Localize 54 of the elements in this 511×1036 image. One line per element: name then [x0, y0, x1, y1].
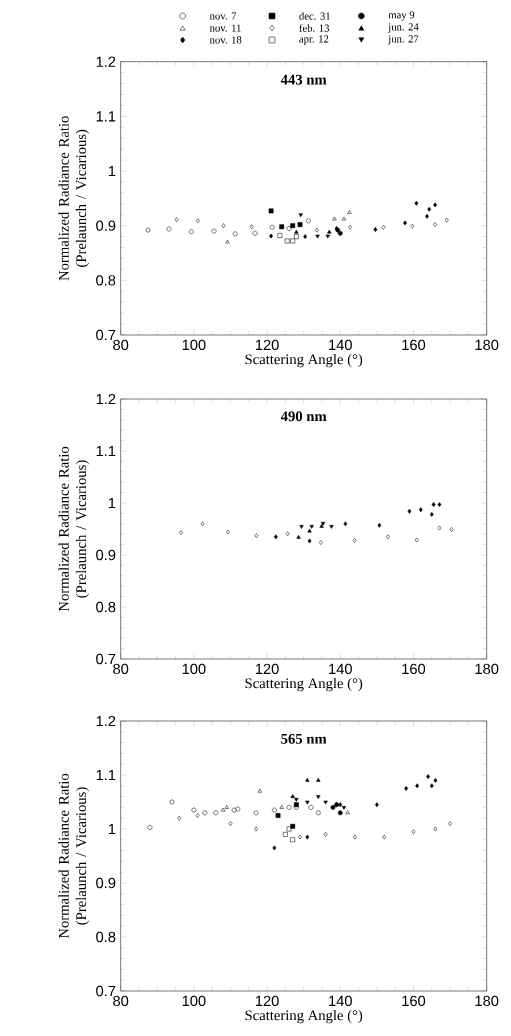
y-tick-label: 1.1	[96, 769, 116, 781]
y-axis-title: Normalized Radiance Ratio (Prelaunch / Vicarious)	[58, 446, 90, 612]
x-tick-label: 80	[113, 995, 129, 1007]
y-tick-label: 0.7	[96, 985, 116, 997]
x-axis-title: Scattering Angle (°)	[245, 677, 363, 692]
text: 443 nm	[280, 74, 327, 85]
x-tick-label: 180	[475, 995, 499, 1007]
legend-label: may 9	[388, 11, 415, 21]
x-tick-label: 100	[182, 339, 206, 351]
legend-label: nov. 7	[209, 12, 237, 20]
y-tick-label: 0.9	[96, 549, 116, 561]
x-tick-label: 180	[475, 339, 499, 351]
y-tick-label: 1.2	[96, 393, 116, 405]
x-tick-label: 180	[475, 663, 499, 675]
y-tick-label: 1	[108, 497, 116, 509]
y-tick-label: 1	[108, 823, 116, 835]
x-axis-title: Scattering Angle (°)	[245, 1009, 363, 1024]
x-axis-title: Scattering Angle (°)	[245, 353, 363, 368]
y-tick-label: 0.8	[96, 601, 116, 613]
x-tick-label: 120	[255, 339, 279, 351]
legend-label: jun. 24	[387, 23, 419, 33]
y-tick-label: 0.8	[96, 931, 116, 943]
y-tick-label: 0.8	[96, 275, 116, 286]
x-tick-label: 140	[329, 995, 352, 1007]
legend-label: nov. 18	[209, 36, 242, 44]
y-tick-label: 1.2	[96, 56, 116, 67]
legend-label: nov. 11	[209, 24, 241, 32]
y-tick-label: 1.1	[96, 445, 116, 457]
y-tick-label: 0.9	[96, 877, 116, 889]
x-tick-label: 120	[255, 663, 279, 675]
x-tick-label: 160	[402, 995, 426, 1007]
y-axis-title: Normalized Radiance Ratio (Prelaunch / Vicarious)	[58, 773, 90, 939]
legend-label: apr. 12	[299, 35, 329, 45]
y-axis-title: Normalized Radiance Ratio (Prelaunch / Vicarious)	[58, 116, 90, 281]
x-tick-label: 100	[182, 995, 206, 1007]
x-tick-label: 140	[329, 663, 352, 675]
y-tick-label: 0.9	[96, 220, 116, 231]
x-tick-label: 160	[402, 663, 426, 675]
y-tick-label: 0.7	[96, 329, 116, 341]
y-tick-label: 0.7	[96, 653, 116, 665]
y-tick-label: 1	[108, 165, 116, 177]
legend-label: dec. 31	[299, 12, 330, 20]
x-tick-label: 80	[113, 663, 129, 675]
x-tick-label: 140	[329, 339, 352, 351]
x-tick-label: 120	[255, 995, 279, 1007]
y-tick-label: 1.2	[96, 715, 116, 727]
x-tick-label: 80	[113, 339, 129, 351]
legend-label: jun. 27	[387, 35, 419, 45]
text: 490 nm	[280, 411, 327, 422]
x-tick-label: 160	[402, 339, 426, 351]
y-tick-label: 1.1	[96, 111, 116, 122]
text: 565 nm	[281, 733, 327, 744]
x-tick-label: 100	[182, 663, 206, 675]
legend-label: feb. 13	[299, 24, 330, 32]
